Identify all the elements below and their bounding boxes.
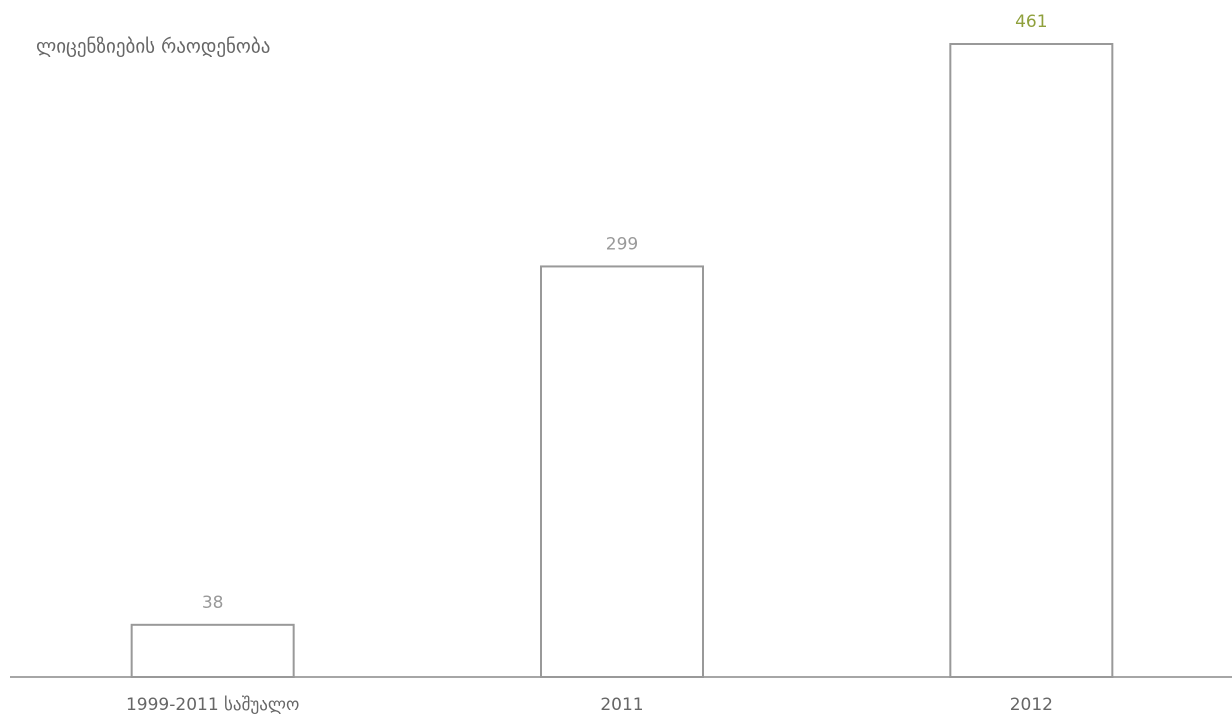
x-tick-label: 1999-2011 საშუალო — [126, 695, 299, 715]
bar — [130, 623, 295, 679]
value-label: 38 — [202, 593, 224, 613]
bar — [949, 43, 1114, 678]
bar — [540, 265, 704, 678]
x-tick-label: 2012 — [1010, 695, 1053, 715]
value-label: 299 — [606, 234, 638, 254]
chart-title: ლიცენზიების რაოდენობა — [36, 36, 270, 58]
x-tick-label: 2011 — [600, 695, 643, 715]
value-label: 461 — [1015, 12, 1047, 32]
